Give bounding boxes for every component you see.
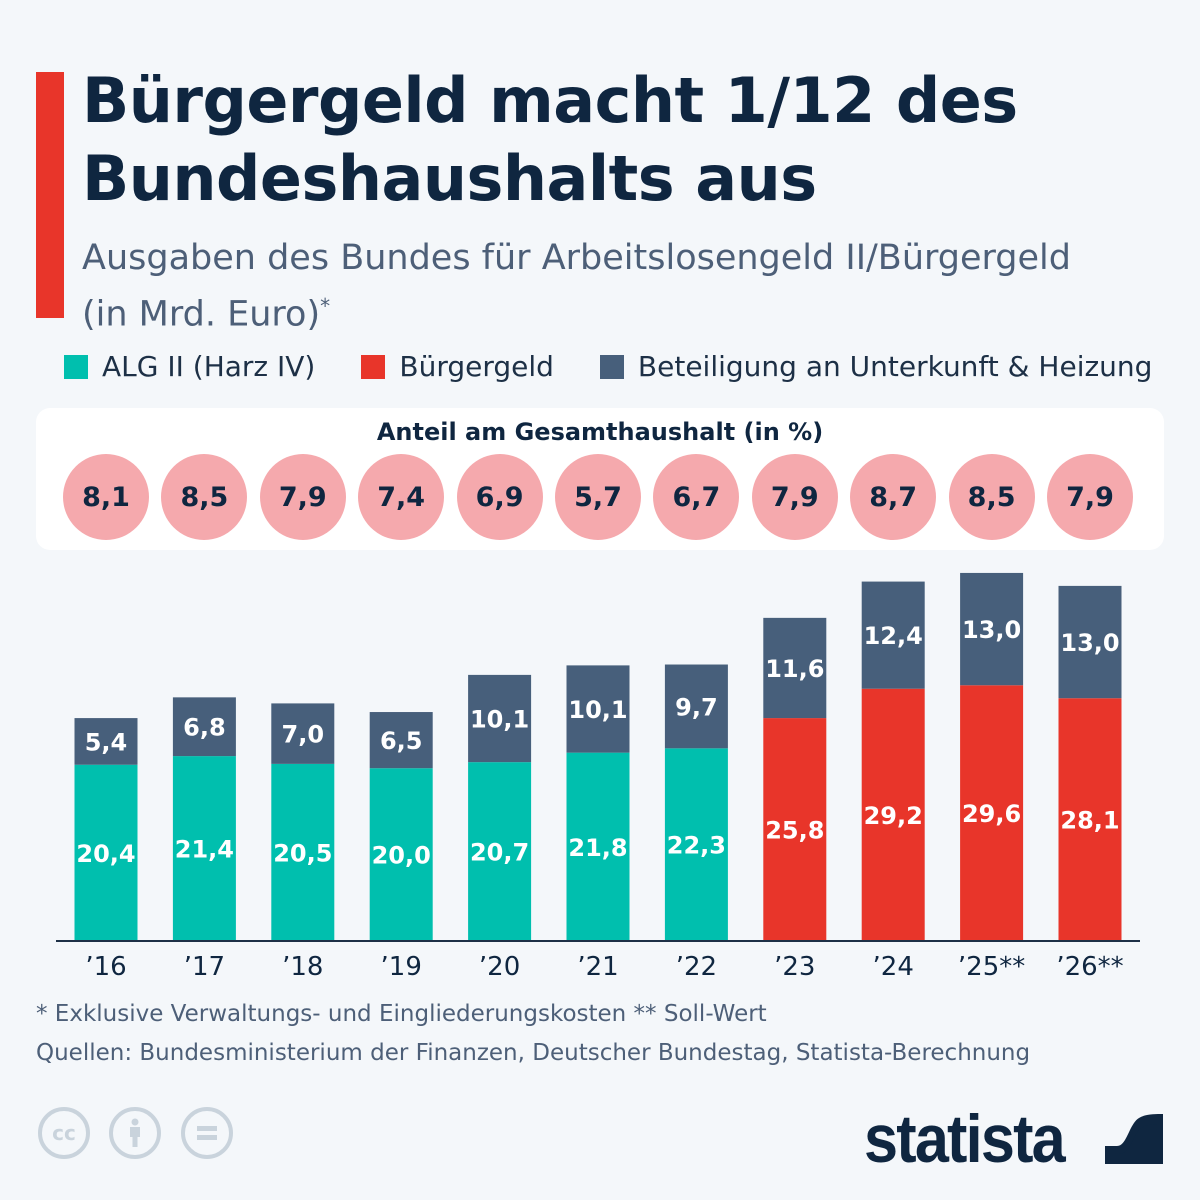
legend-label: Bürgergeld: [399, 350, 554, 383]
legend-label: ALG II (Harz IV): [102, 350, 316, 383]
data-label: 22,3: [667, 832, 726, 860]
x-tick-label: ’19: [381, 952, 422, 982]
share-bubble: 6,9: [456, 454, 543, 540]
data-label: 29,6: [962, 800, 1021, 828]
data-label: 11,6: [765, 655, 824, 683]
subtitle-footnote-mark: *: [320, 294, 331, 318]
legend-item-buergergeld: Bürgergeld: [361, 350, 554, 383]
legend-label: Beteiligung an Unterkunft & Heizung: [637, 350, 1153, 383]
bar-segment: [960, 685, 1024, 941]
x-tick-label: ’20: [479, 952, 520, 982]
x-tick-label: ’23: [774, 952, 815, 982]
legend-swatch: [64, 354, 88, 379]
x-tick-label: ’25**: [958, 952, 1025, 982]
bar-segment: [1058, 698, 1122, 941]
share-bubble: 7,9: [751, 454, 838, 540]
sources: Quellen: Bundesministerium der Finanzen,…: [36, 1040, 1031, 1066]
bar-chart: 20,4 5,4 ’16 21,4 6,8 ’17 20,5 7,0 ’18 20,0 6,5 ’19…: [56, 572, 1140, 982]
data-label: 12,4: [864, 622, 923, 650]
legend: ALG II (Harz IV) Bürgergeld Beteiligung …: [64, 350, 1152, 383]
legend-item-unterkunft: Beteiligung an Unterkunft & Heizung: [599, 350, 1153, 383]
bar-segment: [566, 665, 630, 753]
bar-segment: [861, 581, 925, 689]
data-label: 25,8: [765, 817, 824, 845]
data-label: 9,7: [675, 693, 718, 721]
data-label: 20,0: [372, 842, 431, 870]
bar-segment: [1058, 585, 1122, 699]
bar-segment: [664, 664, 728, 749]
data-label: 10,1: [568, 696, 627, 724]
x-tick-label: ’21: [577, 952, 618, 982]
bar-segment: [271, 763, 335, 941]
data-label: 10,1: [470, 706, 529, 734]
legend-item-alg2: ALG II (Harz IV): [64, 350, 315, 383]
share-panel-title: Anteil am Gesamthaushalt (in %): [376, 418, 824, 446]
bar-segment: [74, 718, 138, 765]
data-label: 6,8: [183, 714, 226, 742]
share-bubble: 7,9: [259, 454, 346, 540]
bar-segment: [960, 572, 1024, 686]
statista-logo-icon: [1105, 1106, 1163, 1164]
legend-swatch: [361, 354, 386, 379]
title-line-2: Bundeshaushalts aus: [82, 142, 817, 215]
data-label: 13,0: [962, 616, 1021, 644]
data-label: 20,5: [273, 839, 332, 867]
statista-logo[interactable]: statista: [864, 1101, 1066, 1177]
data-label: 6,5: [380, 727, 423, 755]
data-label: 7,0: [282, 721, 325, 749]
bar-segment: [763, 718, 827, 941]
subtitle-line-1: Ausgaben des Bundes für Arbeitslosengeld…: [82, 238, 1071, 278]
bar-segment: [468, 762, 532, 941]
bar-segment: [74, 764, 138, 941]
bar-segment: [664, 748, 728, 941]
footnote: * Exklusive Verwaltungs- und Eingliederu…: [36, 1001, 767, 1027]
subtitle: Ausgaben des Bundes für Arbeitslosengeld…: [82, 234, 1071, 339]
x-tick-label: ’24: [873, 952, 914, 982]
bar-segment: [172, 756, 236, 941]
nd-icon[interactable]: [181, 1107, 233, 1159]
x-tick-label: ’18: [282, 952, 323, 982]
data-label: 28,1: [1060, 807, 1119, 835]
bar-segment: [369, 712, 433, 769]
x-tick-label: ’16: [85, 952, 126, 982]
data-label: 20,7: [470, 839, 529, 867]
subtitle-line-2: (in Mrd. Euro): [82, 294, 321, 335]
bar-segment: [172, 697, 236, 757]
data-label: 21,4: [175, 836, 234, 864]
cc-icon[interactable]: cc: [38, 1107, 90, 1159]
bar-segment: [271, 703, 335, 764]
data-label: 13,0: [1060, 629, 1119, 657]
bar-segment: [468, 674, 532, 763]
title-accent-bar: [36, 72, 64, 318]
share-bubble: 8,1: [63, 454, 149, 540]
bar-segment: [369, 768, 433, 941]
bar-segment: [763, 617, 827, 719]
data-label: 20,4: [76, 840, 135, 868]
by-icon[interactable]: [109, 1107, 161, 1159]
bar-segment: [861, 688, 925, 941]
share-bubble: 8,5: [161, 454, 248, 540]
share-bubble: 6,7: [653, 454, 740, 540]
x-tick-label: ’26**: [1056, 952, 1123, 982]
share-bubble: 8,5: [948, 454, 1035, 540]
data-label: 21,8: [568, 834, 627, 862]
share-bubble: 7,4: [358, 454, 445, 540]
title-line-1: Bürgergeld macht 1/12 des: [82, 64, 1018, 137]
share-bubble: 5,7: [555, 454, 641, 540]
legend-swatch: [599, 354, 624, 379]
share-bubble: 8,7: [850, 454, 937, 540]
data-label: 29,2: [864, 802, 923, 830]
bar-segment: [566, 752, 630, 941]
data-label: 5,4: [85, 728, 128, 756]
share-bubble: 7,9: [1047, 454, 1133, 540]
x-tick-label: ’22: [676, 952, 717, 982]
page-title: Bürgergeld macht 1/12 des Bundeshaushalt…: [82, 62, 1018, 218]
x-tick-label: ’17: [184, 952, 225, 982]
